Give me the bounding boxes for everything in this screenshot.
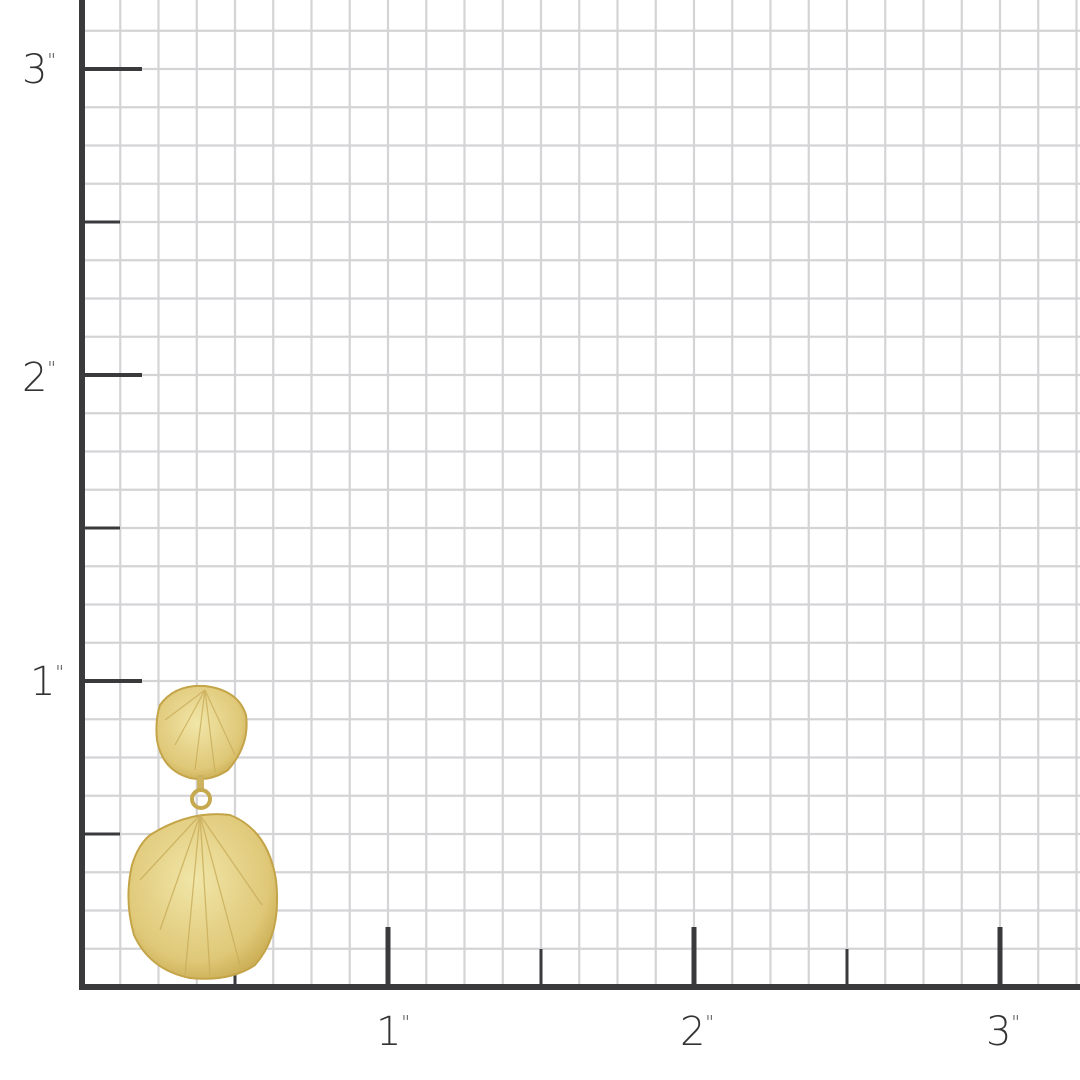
earring-jump-ring xyxy=(190,775,212,810)
y-label-3: 3" xyxy=(22,47,56,93)
x-label-2: 2" xyxy=(680,1009,714,1055)
x-label-1: 1" xyxy=(376,1009,410,1055)
x-label-3: 3" xyxy=(986,1009,1020,1055)
earring-bottom-disc xyxy=(127,813,279,980)
y-label-1: 1" xyxy=(30,659,64,705)
earring-top-disc xyxy=(155,684,248,780)
y-label-2: 2" xyxy=(22,355,56,401)
